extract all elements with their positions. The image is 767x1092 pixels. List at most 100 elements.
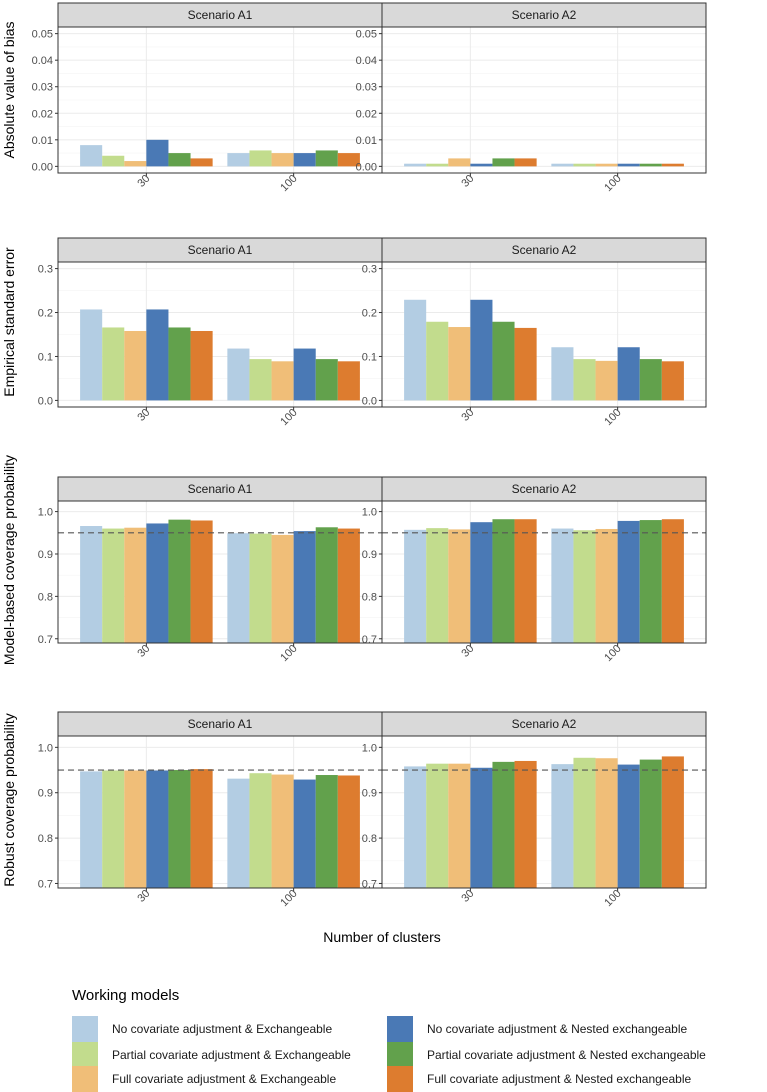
bar bbox=[470, 767, 493, 888]
bar bbox=[337, 775, 360, 888]
strip-label: Scenario A1 bbox=[188, 482, 253, 496]
x-tick-label: 30 bbox=[459, 888, 476, 905]
bar bbox=[168, 153, 191, 167]
panel: Scenario A1 0.7 0.8 0.9 1.0 30 100 bbox=[38, 476, 383, 664]
bar bbox=[573, 359, 596, 401]
bar bbox=[426, 528, 449, 643]
y-tick-label: 0.0 bbox=[362, 395, 377, 407]
bar bbox=[404, 163, 427, 167]
strip-label: Scenario A1 bbox=[188, 717, 253, 731]
y-tick-label: 0.02 bbox=[356, 108, 377, 120]
y-tick-label: 0.03 bbox=[32, 82, 53, 94]
bar bbox=[293, 348, 316, 401]
y-tick-label: 0.2 bbox=[38, 308, 53, 320]
y-tick-label: 0.03 bbox=[356, 82, 377, 94]
strip-label: Scenario A1 bbox=[188, 243, 253, 257]
bar bbox=[227, 533, 250, 643]
y-tick-label: 0.8 bbox=[38, 833, 53, 845]
bar bbox=[448, 327, 471, 401]
y-tick-label: 0.9 bbox=[38, 788, 53, 800]
y-tick-label: 0.7 bbox=[38, 878, 53, 890]
panel: Scenario A2 0.00 0.01 0.02 0.03 0.04 0.05 30 100 bbox=[356, 2, 707, 194]
bar bbox=[492, 519, 515, 643]
bar bbox=[573, 163, 596, 167]
bar bbox=[190, 520, 213, 643]
bar bbox=[293, 779, 316, 888]
bar bbox=[102, 770, 125, 888]
bar bbox=[80, 526, 103, 643]
x-tick-label: 100 bbox=[602, 643, 623, 664]
bar bbox=[514, 519, 537, 643]
y-tick-label: 0.00 bbox=[356, 161, 377, 173]
y-tick-label: 0.8 bbox=[362, 833, 377, 845]
bar bbox=[404, 766, 427, 888]
y-axis-title: Empirical standard error bbox=[1, 247, 17, 397]
strip-background bbox=[57, 711, 383, 737]
strip-background bbox=[57, 237, 383, 263]
y-tick-label: 0.8 bbox=[362, 591, 377, 603]
bar bbox=[315, 775, 338, 888]
bar bbox=[249, 773, 272, 888]
x-tick-label: 100 bbox=[278, 643, 299, 664]
y-tick-label: 1.0 bbox=[362, 507, 377, 519]
strip-label: Scenario A2 bbox=[512, 717, 577, 731]
y-tick-label: 0.9 bbox=[362, 788, 377, 800]
y-tick-label: 0.3 bbox=[362, 264, 377, 276]
x-tick-label: 30 bbox=[135, 173, 152, 190]
y-tick-label: 0.04 bbox=[356, 55, 377, 67]
x-tick-label: 30 bbox=[459, 173, 476, 190]
y-tick-label: 0.9 bbox=[38, 549, 53, 561]
y-tick-label: 0.1 bbox=[38, 351, 53, 363]
bar bbox=[551, 764, 574, 888]
bar bbox=[639, 520, 662, 643]
bar bbox=[146, 770, 169, 888]
panel-border bbox=[381, 500, 707, 644]
bar bbox=[617, 163, 640, 167]
bar bbox=[190, 769, 213, 888]
y-tick-label: 0.00 bbox=[32, 161, 53, 173]
y-tick-label: 0.7 bbox=[38, 634, 53, 646]
y-axis-title: Robust coverage probability bbox=[1, 713, 17, 887]
bar bbox=[102, 155, 125, 167]
bar bbox=[146, 309, 169, 401]
bar bbox=[102, 327, 125, 401]
y-axis-title: Model-based coverage probability bbox=[1, 455, 17, 665]
bar bbox=[293, 531, 316, 643]
bar bbox=[426, 321, 449, 401]
bar bbox=[551, 163, 574, 167]
bar bbox=[551, 528, 574, 643]
bar bbox=[315, 527, 338, 643]
y-tick-label: 1.0 bbox=[362, 742, 377, 754]
strip-label: Scenario A2 bbox=[512, 482, 577, 496]
bar bbox=[271, 153, 294, 167]
bar bbox=[470, 299, 493, 401]
bar bbox=[102, 528, 125, 643]
bar bbox=[271, 774, 294, 888]
bar bbox=[80, 145, 103, 167]
bar bbox=[595, 528, 618, 643]
bar bbox=[249, 359, 272, 401]
strip-label: Scenario A2 bbox=[512, 243, 577, 257]
strip-background bbox=[57, 2, 383, 28]
bar bbox=[492, 761, 515, 888]
bar bbox=[249, 533, 272, 643]
bar bbox=[448, 158, 471, 167]
bar bbox=[426, 763, 449, 888]
bar bbox=[470, 163, 493, 167]
y-tick-label: 0.2 bbox=[362, 308, 377, 320]
bar bbox=[271, 534, 294, 643]
bar bbox=[146, 523, 169, 643]
y-tick-label: 0.9 bbox=[362, 549, 377, 561]
y-tick-label: 0.0 bbox=[38, 395, 53, 407]
panel-border bbox=[381, 735, 707, 889]
y-tick-label: 0.01 bbox=[32, 135, 53, 147]
bar bbox=[315, 359, 338, 401]
bar bbox=[595, 360, 618, 401]
y-tick-label: 0.04 bbox=[32, 55, 53, 67]
x-tick-label: 30 bbox=[135, 888, 152, 905]
bar bbox=[337, 361, 360, 401]
bar bbox=[293, 153, 316, 167]
x-tick-label: 30 bbox=[459, 643, 476, 660]
bar bbox=[337, 528, 360, 643]
